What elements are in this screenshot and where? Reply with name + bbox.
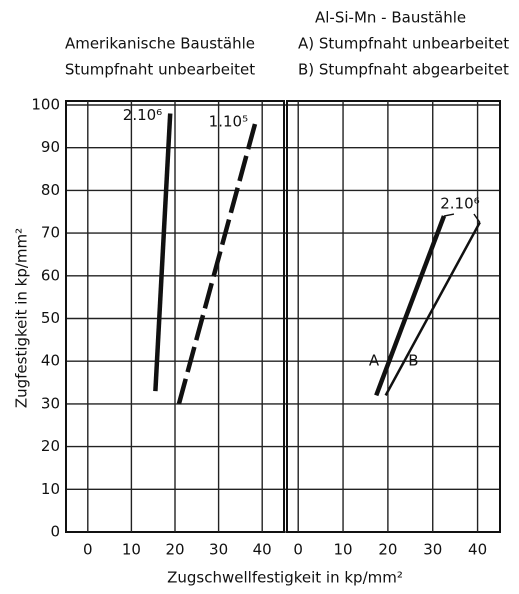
title-line: Stumpfnaht unbearbeitet (65, 61, 255, 79)
x-tick-label: 0 (293, 541, 303, 559)
y-tick-label: 0 (50, 523, 60, 541)
y-axis-label: Zugfestigkeit in kp/mm² (13, 228, 31, 408)
title-line: Al-Si-Mn - Baustähle (315, 9, 466, 27)
panel-frame (286, 100, 501, 533)
x-tick-label: 40 (253, 541, 272, 559)
data-line (374, 215, 447, 397)
x-tick-label: 10 (122, 541, 141, 559)
title-line: A) Stumpfnaht unbearbeitet (298, 35, 509, 53)
y-tick-label: 70 (41, 224, 60, 242)
series-label: B (408, 352, 418, 370)
series-label: A (369, 352, 380, 370)
x-tick-label: 30 (209, 541, 228, 559)
y-tick-label: 100 (31, 96, 60, 114)
x-tick-label: 10 (334, 541, 353, 559)
x-tick-label: 20 (165, 541, 184, 559)
title-line: Amerikanische Baustähle (65, 35, 255, 53)
y-tick-label: 90 (41, 138, 60, 156)
y-tick-label: 30 (41, 394, 60, 412)
data-line (153, 113, 173, 392)
x-tick-label: 30 (423, 541, 442, 559)
annotation: 2.10⁶ (440, 195, 479, 213)
data-line (384, 221, 481, 396)
x-tick-label: 40 (468, 541, 487, 559)
y-tick-label: 20 (41, 437, 60, 455)
title-line: B) Stumpfnaht abgearbeitet (298, 61, 509, 79)
x-tick-label: 20 (378, 541, 397, 559)
x-tick-label: 0 (83, 541, 93, 559)
data-line (176, 119, 259, 405)
y-tick-label: 40 (41, 352, 60, 370)
y-tick-label: 80 (41, 181, 60, 199)
y-tick-label: 60 (41, 266, 60, 284)
series-label: 1.10⁵ (209, 112, 248, 130)
x-axis-label: Zugschwellfestigkeit in kp/mm² (167, 569, 403, 587)
y-tick-label: 10 (41, 480, 60, 498)
leader-line (443, 213, 455, 217)
series-label: 2.10⁶ (123, 106, 162, 124)
leader-line (473, 213, 481, 223)
y-tick-label: 50 (41, 309, 60, 327)
